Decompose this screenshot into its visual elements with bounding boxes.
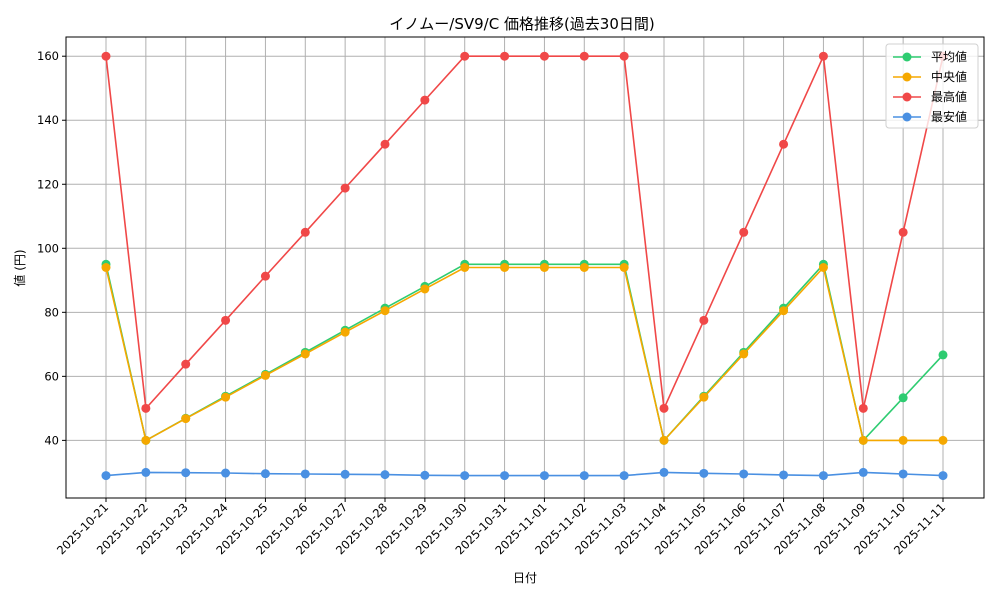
y-tick-label: 100 <box>37 241 59 255</box>
data-point <box>181 359 191 369</box>
data-point <box>380 139 390 149</box>
data-point <box>460 471 470 481</box>
series-line-3 <box>105 471 944 477</box>
legend-marker <box>902 52 912 62</box>
y-axis: 40 60 80 100 120 140 160 <box>37 49 66 447</box>
data-point <box>699 392 709 402</box>
data-point <box>539 263 549 272</box>
series-line-1 <box>105 265 943 443</box>
data-point <box>659 435 669 445</box>
y-axis-label: 値 (円) <box>12 249 27 286</box>
data-point <box>659 403 669 413</box>
data-point <box>818 263 828 272</box>
legend-label: 平均値 <box>931 49 967 64</box>
data-point <box>260 469 270 479</box>
data-point <box>539 51 549 61</box>
data-point <box>858 403 868 413</box>
data-point <box>101 471 111 481</box>
data-point <box>221 468 231 478</box>
chart-title: イノムー/SV9/C 価格推移(過去30日間) <box>389 15 654 33</box>
legend-box <box>885 43 979 129</box>
data-point <box>500 263 510 272</box>
data-point <box>858 467 868 477</box>
data-point <box>779 470 789 480</box>
data-point <box>460 263 470 272</box>
data-point <box>579 51 589 61</box>
data-point <box>340 469 350 479</box>
legend-marker <box>902 92 912 102</box>
legend-label: 最安値 <box>931 109 967 124</box>
legend-label: 最高値 <box>931 89 967 104</box>
data-point <box>420 284 430 294</box>
data-point <box>579 471 589 481</box>
data-point <box>420 95 430 105</box>
data-point <box>141 403 151 413</box>
y-tick-label: 60 <box>44 369 59 383</box>
data-point <box>739 227 749 237</box>
data-point <box>300 349 310 359</box>
data-point <box>739 349 749 359</box>
data-point <box>181 468 191 478</box>
data-point <box>699 315 709 325</box>
data-point <box>340 327 350 337</box>
data-point <box>340 183 350 193</box>
data-point <box>141 467 151 477</box>
data-point <box>101 263 111 272</box>
data-point <box>460 51 470 61</box>
data-point <box>539 471 549 481</box>
series-line-0 <box>105 262 944 443</box>
data-point <box>938 471 948 481</box>
x-axis-label: 日付 <box>513 571 537 585</box>
data-point <box>221 315 231 325</box>
legend-label: 中央値 <box>931 69 967 84</box>
y-tick-label: 80 <box>44 305 59 319</box>
y-tick-label: 160 <box>37 49 59 63</box>
data-point <box>739 469 749 479</box>
y-tick-label: 140 <box>37 113 59 127</box>
legend-marker <box>902 72 912 82</box>
data-point <box>500 51 510 61</box>
data-point <box>221 392 231 402</box>
data-point <box>619 263 629 272</box>
data-point <box>699 468 709 478</box>
data-point <box>779 139 789 149</box>
y-tick-label: 120 <box>37 177 59 191</box>
data-point <box>858 435 868 445</box>
data-point <box>898 435 908 445</box>
data-point <box>938 435 948 445</box>
legend-marker <box>902 112 912 122</box>
data-point <box>300 469 310 479</box>
data-point <box>619 51 629 61</box>
plot-frame <box>65 36 985 499</box>
data-point <box>619 471 629 481</box>
series-line-2 <box>105 53 944 412</box>
data-point <box>141 435 151 445</box>
data-point <box>420 470 430 480</box>
data-point <box>659 467 669 477</box>
y-tick-label: 40 <box>44 433 59 447</box>
data-point <box>818 51 828 61</box>
data-point <box>500 471 510 481</box>
data-point <box>181 414 191 424</box>
data-point <box>260 271 270 281</box>
data-point <box>898 227 908 237</box>
data-point <box>938 350 948 360</box>
data-point <box>579 263 589 272</box>
data-point <box>818 471 828 481</box>
data-point <box>898 393 908 403</box>
data-point <box>898 469 908 479</box>
data-point <box>380 470 390 480</box>
data-point <box>300 227 310 237</box>
x-axis: 2025-10-212025-10-222025-10-232025-10-24… <box>54 498 948 557</box>
data-point <box>779 306 789 316</box>
data-point <box>101 51 111 61</box>
data-point <box>260 370 270 380</box>
series-group <box>101 51 948 481</box>
data-point <box>380 306 390 316</box>
